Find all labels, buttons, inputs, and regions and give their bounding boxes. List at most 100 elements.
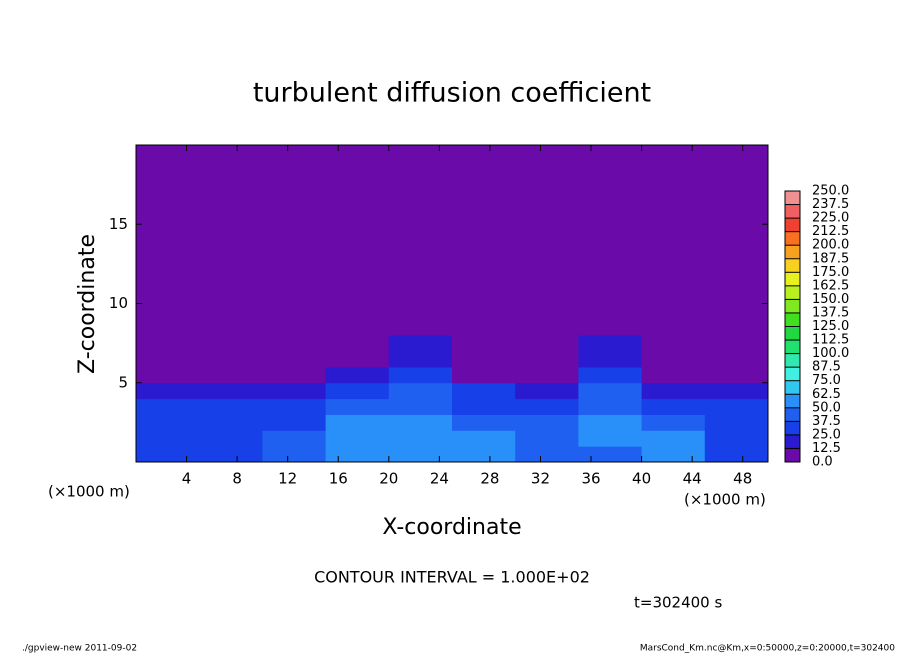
heat-cell (325, 366, 390, 384)
heat-cell (388, 366, 453, 384)
heat-cell (578, 145, 643, 336)
heat-cell (704, 398, 769, 415)
colorbar-label: 187.5 (812, 251, 849, 266)
heat-cell (452, 335, 516, 368)
colorbar-label: 25.0 (812, 427, 841, 442)
colorbar-bin (785, 204, 800, 219)
heat-cell (704, 382, 769, 400)
x-tick-label: 32 (531, 470, 550, 488)
x-axis-label: X-coordinate (382, 515, 521, 540)
x-tick-label: 44 (683, 470, 702, 488)
chart-title: turbulent diffusion coefficient (253, 78, 651, 109)
heat-cell (641, 414, 706, 431)
colorbar-bin (785, 218, 800, 232)
colorbar-bin (785, 312, 800, 327)
colorbar-label: 125.0 (812, 319, 849, 334)
colorbar-bin (785, 231, 800, 246)
colorbar-bin (785, 367, 800, 381)
heat-cell (136, 382, 200, 400)
heat-cell (452, 366, 516, 384)
x-tick-label: 28 (480, 470, 499, 488)
heat-cell (704, 366, 769, 384)
colorbar-bin (785, 258, 800, 273)
heat-cell (199, 335, 263, 368)
heat-cell (199, 446, 263, 463)
heat-cell (199, 414, 263, 431)
colorbar-label: 150.0 (812, 292, 849, 307)
heat-cell (452, 145, 516, 336)
heat-cell (641, 366, 706, 384)
heat-cell (136, 366, 200, 384)
y-axis-label: Z-coordinate (75, 234, 100, 374)
heat-cell (704, 335, 769, 368)
heat-cell (136, 398, 200, 415)
colorbar-label: 162.5 (812, 278, 849, 293)
heat-cell (388, 414, 453, 431)
heat-cell (262, 382, 327, 400)
heat-cell (199, 430, 263, 447)
heat-cell (515, 335, 579, 368)
heat-cell (262, 335, 327, 368)
colorbar-bin (785, 353, 800, 368)
heat-cell (199, 366, 263, 384)
colorbar-bin (785, 380, 800, 395)
colorbar-label: 87.5 (812, 360, 841, 375)
heat-cell (452, 398, 516, 415)
heat-cell (388, 145, 453, 336)
x-tick-label: 36 (581, 470, 600, 488)
x-tick-label: 48 (733, 470, 752, 488)
heat-cell (578, 366, 643, 384)
colorbar-label: 0.0 (812, 455, 833, 470)
heat-cell (704, 430, 769, 447)
y-tick-label: 10 (109, 294, 128, 312)
footer-left: ./gpview-new 2011-09-02 (22, 644, 137, 654)
colorbar-label: 100.0 (812, 346, 849, 361)
heat-cell (136, 145, 200, 336)
colorbar-bin (785, 340, 800, 354)
colorbar-bin (785, 434, 800, 449)
heat-cell (262, 398, 327, 415)
heat-cell (704, 446, 769, 463)
heat-cell (515, 145, 579, 336)
colorbar-label: 12.5 (812, 441, 841, 456)
heat-cell (325, 335, 390, 368)
colorbar-bin (785, 394, 800, 408)
heat-cell (262, 446, 327, 463)
colorbar-label: 137.5 (812, 305, 849, 320)
heat-cell (388, 398, 453, 415)
x-tick-label: 24 (430, 470, 449, 488)
colorbar-label: 62.5 (812, 387, 841, 402)
colorbar-label: 200.0 (812, 238, 849, 253)
heat-cell (641, 145, 706, 336)
heat-cell (452, 430, 516, 447)
x-tick-label: 20 (379, 470, 398, 488)
heat-cell (578, 414, 643, 431)
y-tick-label: 15 (109, 215, 128, 233)
heat-cell (388, 335, 453, 368)
heat-cell (641, 430, 706, 447)
heat-cell (452, 446, 516, 463)
x-unit: (×1000 m) (48, 483, 130, 501)
heat-cell (641, 382, 706, 400)
heat-cell (262, 430, 327, 447)
heat-cell (325, 414, 390, 431)
heat-cell (388, 382, 453, 400)
heat-cell (199, 145, 263, 336)
heat-cell (578, 430, 643, 447)
heat-cell (136, 414, 200, 431)
colorbar-bin (785, 299, 800, 313)
heat-cell (515, 430, 579, 447)
heat-cell (641, 446, 706, 463)
heat-cell (578, 446, 643, 463)
y-tick-label: 5 (118, 373, 128, 391)
colorbar-label: 75.0 (812, 373, 841, 388)
heat-cell (325, 430, 390, 447)
heat-cell (578, 382, 643, 400)
heat-cell (136, 446, 200, 463)
colorbar-label: 237.5 (812, 197, 849, 212)
heat-cell (325, 382, 390, 400)
heat-cell (262, 414, 327, 431)
colorbar-bin (785, 448, 800, 462)
heat-cell (641, 398, 706, 415)
